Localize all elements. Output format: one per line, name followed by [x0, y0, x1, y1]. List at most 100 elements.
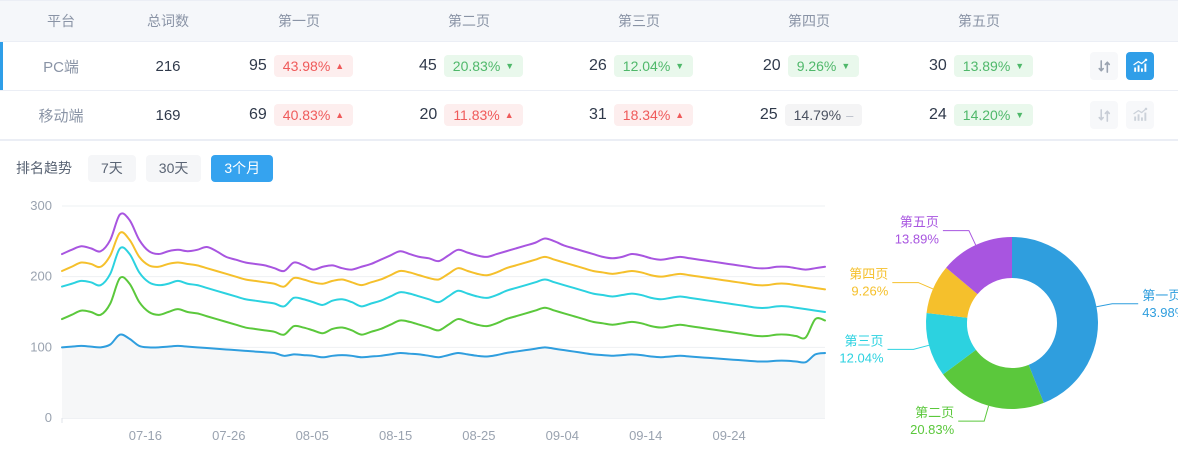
- svg-text:0: 0: [45, 410, 52, 425]
- actions-inner: [1064, 52, 1178, 80]
- cell-page-2: 20 11.83% ▲: [384, 90, 554, 140]
- page-cell-inner: 25 14.79% –: [724, 104, 894, 126]
- page-cell-inner: 69 40.83% ▲: [214, 104, 384, 126]
- table-row[interactable]: 移动端 169 69 40.83% ▲ 20 11.83% ▲ 31 18.34% ▲ 25 14.79…: [0, 90, 1178, 140]
- svg-text:09-04: 09-04: [546, 428, 579, 443]
- bar-chart-icon[interactable]: [1126, 52, 1154, 80]
- page-count: 45: [419, 57, 437, 74]
- sort-updown-icon[interactable]: [1090, 52, 1118, 80]
- page-count: 69: [249, 106, 267, 123]
- percent-badge: 40.83% ▲: [273, 104, 354, 126]
- charts-row: 0 100 200 300 07-16 07-26 08-05 08-15 08-25 09-04…: [0, 190, 1178, 460]
- header-total-words: 总词数: [122, 0, 214, 42]
- percent-value: 13.89%: [962, 58, 1011, 74]
- page-cell-inner: 45 20.83% ▼: [384, 55, 554, 77]
- page-count: 25: [759, 106, 778, 123]
- percent-value: 14.79%: [793, 107, 842, 123]
- page-count: 26: [589, 57, 607, 74]
- svg-text:07-16: 07-16: [129, 428, 162, 443]
- svg-text:9.26%: 9.26%: [851, 283, 888, 298]
- page-count: 24: [929, 106, 947, 123]
- cell-page-4: 20 9.26% ▼: [724, 41, 894, 91]
- bar-chart-icon[interactable]: [1126, 101, 1154, 129]
- header-page-5: 第五页: [894, 0, 1064, 42]
- svg-text:12.04%: 12.04%: [840, 350, 884, 365]
- range-button-3m[interactable]: 3个月: [211, 155, 274, 182]
- percent-badge: 20.83% ▼: [443, 55, 524, 77]
- trend-up-icon: ▲: [675, 109, 685, 120]
- trend-down-icon: ▼: [841, 60, 851, 71]
- rank-table: 平台 总词数 第一页 第二页 第三页 第四页 第五页 PC端 216 95 43.98…: [0, 0, 1178, 140]
- percent-value: 12.04%: [622, 58, 671, 74]
- percent-value: 9.26%: [796, 58, 837, 74]
- page-count: 20: [419, 106, 438, 123]
- percent-badge: 11.83% ▲: [444, 104, 523, 126]
- svg-text:13.89%: 13.89%: [895, 231, 940, 246]
- range-button-30d[interactable]: 30天: [145, 155, 202, 182]
- cell-page-2: 45 20.83% ▼: [384, 41, 554, 91]
- rank-table-container: 平台 总词数 第一页 第二页 第三页 第四页 第五页 PC端 216 95 43.98…: [0, 0, 1178, 141]
- percent-value: 18.34%: [622, 107, 671, 123]
- svg-text:08-15: 08-15: [379, 428, 412, 443]
- header-page-4: 第四页: [724, 0, 894, 42]
- percent-badge: 12.04% ▼: [613, 55, 694, 77]
- page-count: 31: [589, 106, 607, 123]
- percent-badge: 14.20% ▼: [953, 104, 1034, 126]
- trend-down-icon: ▼: [675, 60, 685, 71]
- donut-chart-svg: 第一页 43.98% 第二页 20.83% 第三页 12.04% 第四页 9.26% 第五页 13…: [840, 214, 1178, 437]
- range-button-7d[interactable]: 7天: [88, 155, 136, 182]
- table-row[interactable]: PC端 216 95 43.98% ▲ 45 20.83% ▼ 26 12.04% ▼ 20 9.26%…: [0, 41, 1178, 91]
- percent-badge: 43.98% ▲: [273, 55, 354, 77]
- table-header-row: 平台 总词数 第一页 第二页 第三页 第四页 第五页: [0, 0, 1178, 42]
- percent-value: 20.83%: [452, 58, 501, 74]
- trend-up-icon: ▲: [335, 60, 345, 71]
- percent-value: 40.83%: [282, 107, 331, 123]
- cell-total-words: 216: [122, 41, 214, 91]
- svg-text:第一页: 第一页: [1142, 288, 1178, 303]
- cell-total-words: 169: [122, 90, 214, 140]
- svg-text:200: 200: [30, 268, 52, 283]
- svg-text:第五页: 第五页: [900, 214, 939, 229]
- trend-down-icon: ▼: [1015, 60, 1025, 71]
- page-cell-inner: 26 12.04% ▼: [554, 55, 724, 77]
- svg-text:20.83%: 20.83%: [910, 422, 955, 437]
- svg-text:08-25: 08-25: [462, 428, 495, 443]
- trend-flat-icon: –: [846, 107, 854, 123]
- cell-page-1: 95 43.98% ▲: [214, 41, 384, 91]
- svg-text:第三页: 第三页: [844, 333, 883, 348]
- actions-inner: [1064, 101, 1178, 129]
- svg-text:43.98%: 43.98%: [1142, 305, 1178, 320]
- trend-title: 排名趋势: [16, 160, 72, 177]
- page-cell-inner: 24 14.20% ▼: [894, 104, 1064, 126]
- cell-page-5: 24 14.20% ▼: [894, 90, 1064, 140]
- page-cell-inner: 20 11.83% ▲: [384, 104, 554, 126]
- svg-text:第四页: 第四页: [849, 266, 888, 281]
- svg-text:第二页: 第二页: [915, 405, 954, 420]
- page-count: 30: [929, 57, 947, 74]
- page-distribution-donut-chart[interactable]: 第一页 43.98% 第二页 20.83% 第三页 12.04% 第四页 9.26% 第五页 13…: [840, 190, 1178, 460]
- trend-down-icon: ▼: [505, 60, 515, 71]
- cell-page-4: 25 14.79% –: [724, 90, 894, 140]
- percent-value: 43.98%: [282, 58, 331, 74]
- table-body: PC端 216 95 43.98% ▲ 45 20.83% ▼ 26 12.04% ▼ 20 9.26%…: [0, 41, 1178, 140]
- header-page-2: 第二页: [384, 0, 554, 42]
- page-cell-inner: 20 9.26% ▼: [724, 55, 894, 77]
- cell-page-3: 31 18.34% ▲: [554, 90, 724, 140]
- percent-badge: 13.89% ▼: [953, 55, 1034, 77]
- header-platform: 平台: [0, 0, 122, 42]
- page-cell-inner: 30 13.89% ▼: [894, 55, 1064, 77]
- page-cell-inner: 31 18.34% ▲: [554, 104, 724, 126]
- rank-trend-line-chart[interactable]: 0 100 200 300 07-16 07-26 08-05 08-15 08-25 09-04…: [0, 190, 840, 460]
- table-head: 平台 总词数 第一页 第二页 第三页 第四页 第五页: [0, 0, 1178, 42]
- svg-text:300: 300: [30, 198, 52, 213]
- header-page-3: 第三页: [554, 0, 724, 42]
- sort-updown-icon[interactable]: [1090, 101, 1118, 129]
- percent-value: 11.83%: [453, 107, 500, 123]
- svg-text:07-26: 07-26: [212, 428, 245, 443]
- page-cell-inner: 95 43.98% ▲: [214, 55, 384, 77]
- cell-platform: 移动端: [0, 90, 122, 140]
- svg-text:08-05: 08-05: [296, 428, 329, 443]
- svg-text:09-24: 09-24: [712, 428, 745, 443]
- line-chart-svg: 0 100 200 300 07-16 07-26 08-05 08-15 08-25 09-04…: [30, 198, 826, 443]
